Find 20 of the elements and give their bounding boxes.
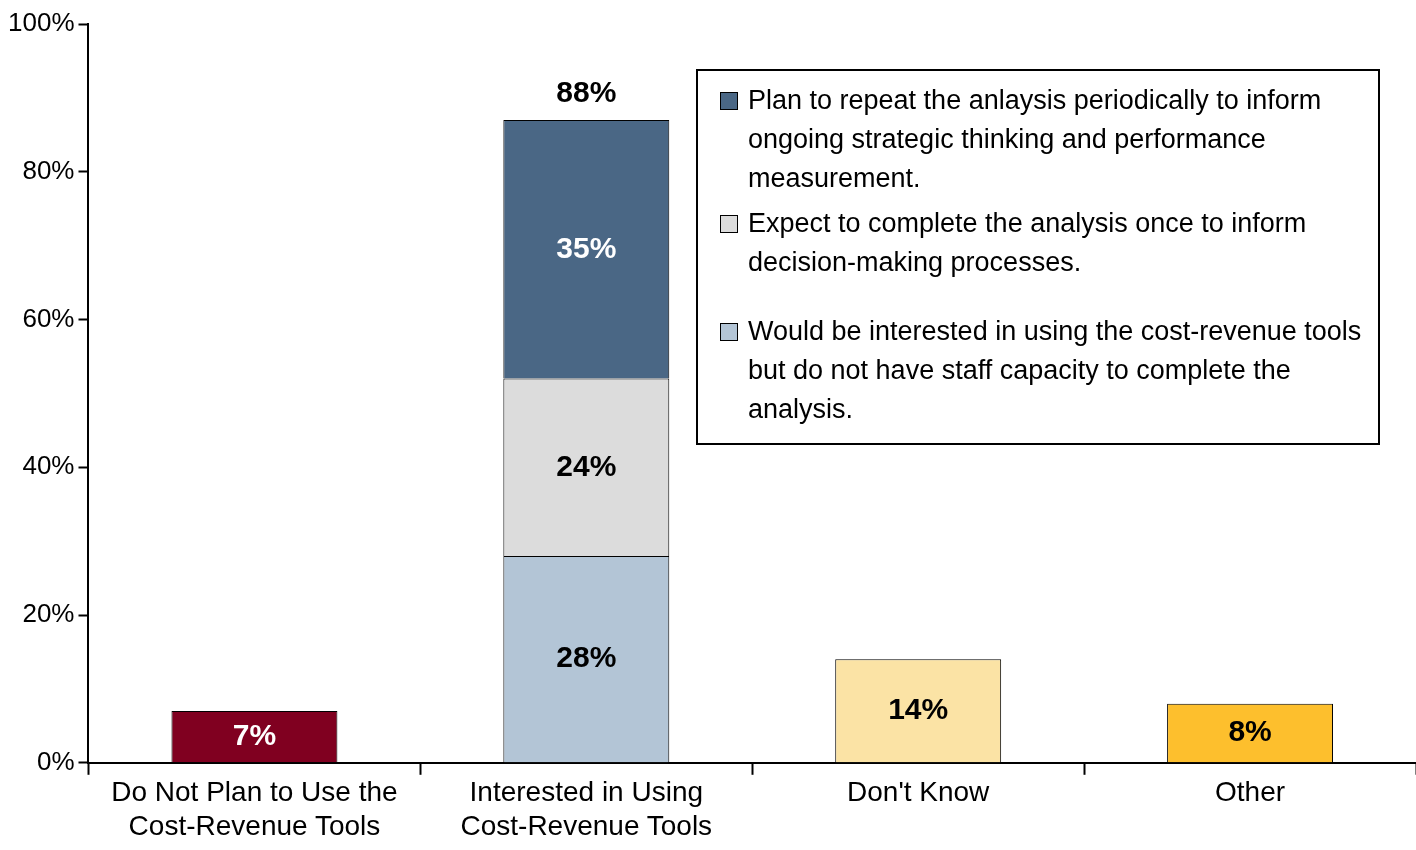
y-tick-label: 40% — [22, 450, 75, 481]
data-label: 24% — [556, 448, 617, 482]
data-label: 14% — [888, 692, 949, 726]
data-label: 35% — [556, 230, 617, 264]
data-label: 8% — [1228, 714, 1272, 748]
y-tick-label: 100% — [8, 7, 75, 38]
data-label: 7% — [232, 717, 277, 751]
y-tick-label: 0% — [36, 745, 75, 776]
x-tick-label: Other — [1215, 776, 1286, 808]
y-tick-label: 80% — [22, 154, 75, 185]
data-label: 28% — [556, 640, 617, 674]
x-tick-label: Do Not Plan to Use the Cost-Revenue Tools — [111, 776, 398, 841]
y-tick-label: 60% — [22, 302, 75, 333]
legend-label: Expect to complete the analysis once to inform decision-making processes. — [748, 207, 1308, 279]
y-tick-label: 20% — [22, 598, 75, 629]
x-tick-label: Interested in Using Cost-Revenue Tools — [460, 776, 713, 841]
total-label: 88% — [556, 75, 617, 109]
x-tick-label: Don't Know — [847, 776, 991, 808]
legend-label: Would be interested in using the cost-revenue tools but do not have staff capacity to complete the analysis. — [748, 315, 1363, 426]
legend-label: Plan to repeat the anlaysis periodically to inform ongoing strategic thinking and performance measurement. — [748, 84, 1323, 195]
